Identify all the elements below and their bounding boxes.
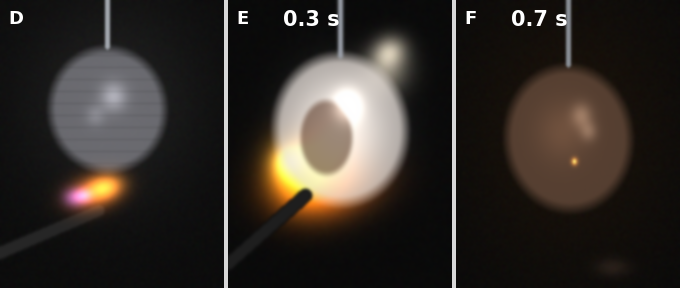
Text: 0.7 s: 0.7 s	[511, 10, 568, 30]
Text: 0.3 s: 0.3 s	[283, 10, 339, 30]
Text: D: D	[8, 10, 23, 28]
Text: F: F	[464, 10, 476, 28]
Text: E: E	[236, 10, 248, 28]
